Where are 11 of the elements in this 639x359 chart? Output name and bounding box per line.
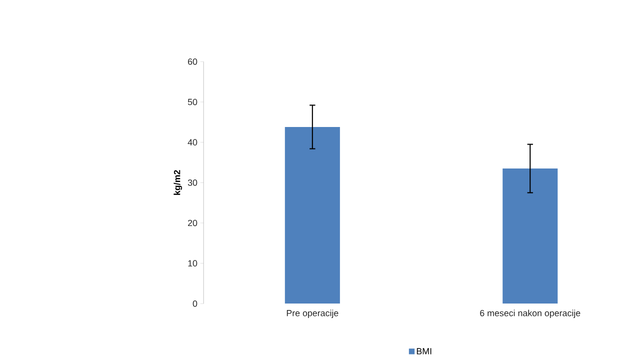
x-tick-label: 6 meseci nakon operacije [480,310,580,318]
y-tick-label: 0 [192,300,198,307]
x-tick-label: Pre operacije [286,310,338,318]
y-tick-label: 20 [188,220,198,226]
y-tick-label: 60 [188,58,198,65]
y-axis-title: kg/m2 [174,170,182,195]
legend-label: BMI [416,348,432,354]
y-tick-label: 30 [188,180,198,186]
y-tick-label: 50 [188,98,198,106]
y-tick-label: 40 [188,139,198,146]
y-tick-label: 10 [188,260,198,267]
